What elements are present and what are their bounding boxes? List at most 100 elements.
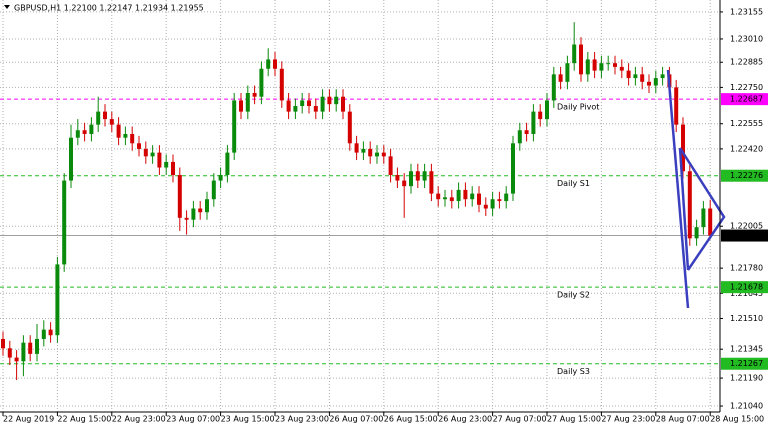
candle-body bbox=[293, 106, 298, 112]
candle-body bbox=[205, 199, 209, 213]
candle-body bbox=[341, 96, 345, 112]
candles bbox=[1, 22, 713, 380]
chart-title: GBPUSD,H1 1.22100 1.22147 1.21934 1.2195… bbox=[14, 4, 204, 13]
level-label: 1.22687 bbox=[730, 95, 763, 104]
candle-body bbox=[674, 87, 679, 125]
trend-drawings bbox=[666, 69, 726, 309]
candle-body bbox=[75, 130, 80, 138]
candle-body bbox=[361, 148, 366, 153]
candle-body bbox=[62, 180, 67, 265]
candle-body bbox=[517, 130, 522, 144]
x-tick-label: 22 Aug 15:00 bbox=[57, 415, 111, 424]
candle-body bbox=[415, 171, 420, 181]
x-tick-label: 26 Aug 23:00 bbox=[438, 415, 492, 424]
candle-body bbox=[579, 44, 583, 75]
candle-body bbox=[225, 152, 230, 175]
candle-body bbox=[565, 63, 570, 82]
candle-body bbox=[266, 59, 271, 69]
candle-body bbox=[653, 78, 658, 86]
level-label-box bbox=[721, 93, 768, 106]
axis-labels: 1.23155 1.23010 1.22885 1.22750 1.22555 1.224… bbox=[2, 7, 768, 424]
candle-body bbox=[137, 143, 141, 149]
y-tick-label: 1.23155 bbox=[730, 7, 763, 16]
candle-body bbox=[35, 338, 39, 354]
level-name: Daily S3 bbox=[557, 367, 590, 376]
grid bbox=[0, 0, 720, 412]
candle-body bbox=[103, 111, 107, 120]
candle-body bbox=[531, 111, 536, 134]
x-tick-label: 23 Aug 23:00 bbox=[275, 415, 329, 424]
candle-body bbox=[177, 174, 182, 218]
candle-body bbox=[606, 63, 611, 65]
candle-body bbox=[647, 81, 651, 86]
level-label-box bbox=[721, 169, 768, 182]
y-tick-label: 1.22885 bbox=[730, 58, 763, 67]
candle-body bbox=[436, 193, 441, 200]
triangle-side bbox=[678, 147, 690, 271]
candle-body bbox=[164, 161, 169, 168]
candle-body bbox=[48, 329, 53, 336]
candle-body bbox=[545, 100, 549, 120]
y-tick-label: 1.21190 bbox=[730, 374, 763, 383]
candle-body bbox=[1, 338, 5, 349]
candle-body bbox=[422, 171, 427, 181]
x-tick-label: 23 Aug 07:00 bbox=[166, 415, 220, 424]
level-label-box bbox=[721, 281, 768, 294]
x-tick-label: 27 Aug 07:00 bbox=[493, 415, 547, 424]
candle-body bbox=[198, 208, 203, 213]
candle-body bbox=[96, 111, 101, 125]
candle-body bbox=[504, 193, 509, 202]
candle-body bbox=[395, 174, 400, 181]
x-tick-label: 23 Aug 15:00 bbox=[221, 415, 275, 424]
x-tick-label: 26 Aug 07:00 bbox=[329, 415, 383, 424]
x-tick-label: 22 Aug 2019 bbox=[3, 415, 54, 424]
level-label-box bbox=[721, 357, 768, 370]
candle-body bbox=[89, 124, 94, 134]
candle-body bbox=[334, 96, 339, 105]
y-tick-label: 1.22750 bbox=[730, 83, 763, 92]
y-tick-label: 1.22555 bbox=[730, 119, 763, 128]
candle-body bbox=[388, 156, 393, 175]
level-name: Daily S1 bbox=[557, 179, 590, 188]
y-tick-label: 1.22005 bbox=[730, 222, 763, 231]
candle-body bbox=[443, 197, 447, 200]
candle-body bbox=[354, 143, 359, 153]
y-tick-label: 1.21510 bbox=[730, 314, 763, 323]
candle-body bbox=[619, 66, 624, 71]
level-label: 1.22276 bbox=[730, 171, 763, 180]
candle-body bbox=[28, 342, 33, 354]
candle-body bbox=[7, 348, 12, 358]
candle-body bbox=[463, 189, 468, 200]
x-tick-label: 27 Aug 15:00 bbox=[547, 415, 601, 424]
candle-body bbox=[232, 100, 237, 153]
candle-body bbox=[456, 189, 461, 202]
candle-body bbox=[239, 100, 243, 112]
candle-body bbox=[490, 199, 495, 209]
candle-body bbox=[245, 92, 250, 112]
candle-body bbox=[483, 204, 488, 209]
candle-body bbox=[585, 59, 590, 75]
candle-body bbox=[592, 59, 597, 71]
candle-body bbox=[171, 161, 175, 175]
candle-body bbox=[252, 92, 257, 97]
current-price-box bbox=[721, 229, 768, 242]
candle-body bbox=[14, 357, 19, 362]
current-price-label: 1.21955 bbox=[730, 231, 763, 240]
y-tick-label: 1.21345 bbox=[730, 345, 763, 354]
y-tick-label: 1.21780 bbox=[730, 264, 763, 273]
levels: Daily Pivot Daily S1 Daily S2 Daily S3 bbox=[0, 98, 720, 376]
candle-body bbox=[613, 63, 617, 67]
candle-body bbox=[41, 329, 46, 339]
candle-body bbox=[300, 100, 305, 107]
trend-line bbox=[666, 69, 690, 309]
candle-body bbox=[640, 74, 645, 82]
candle-body bbox=[55, 264, 60, 336]
candle-body bbox=[375, 152, 379, 157]
level-name: Daily S2 bbox=[557, 291, 590, 300]
x-tick-label: 27 Aug 23:00 bbox=[601, 415, 655, 424]
candle-body bbox=[279, 68, 284, 101]
candle-body bbox=[143, 148, 148, 157]
candle-body bbox=[681, 124, 685, 172]
candle-body bbox=[116, 124, 121, 138]
